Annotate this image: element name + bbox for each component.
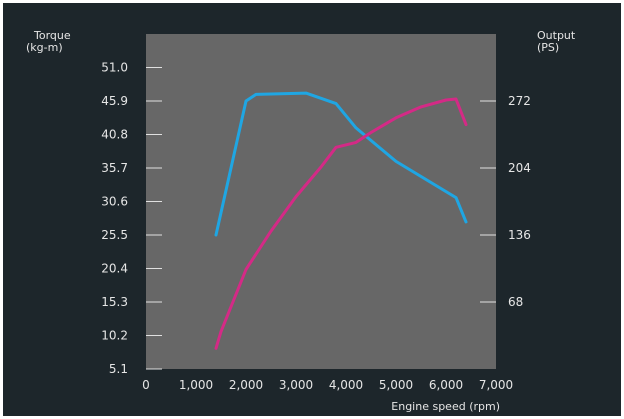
right-tick-label: 204: [508, 161, 531, 175]
x-tick-label: 7,000: [479, 378, 513, 392]
left-tick-label: 5.1: [109, 362, 128, 376]
x-tick-label: 1,000: [179, 378, 213, 392]
left-tick-label: 25.5: [101, 228, 128, 242]
x-tick-label: 6,000: [429, 378, 463, 392]
left-axis-title-line2: (kg-m): [26, 41, 63, 54]
left-tick-label: 10.2: [101, 329, 128, 343]
right-tick-label: 272: [508, 94, 531, 108]
left-tick-label: 15.3: [101, 295, 128, 309]
x-tick-label: 0: [142, 378, 150, 392]
right-tick-label: 68: [508, 295, 523, 309]
right-tick-label: 136: [508, 228, 531, 242]
right-axis-title-line1: Output: [537, 29, 576, 42]
left-tick-label: 45.9: [101, 94, 128, 108]
left-tick-label: 40.8: [101, 128, 128, 142]
right-axis-title-line2: (PS): [537, 41, 559, 54]
chart-frame: 5.1 10.2 15.3 20.4 25.5 30.6 35.7 40.8 45.9 51.0 …: [3, 3, 621, 416]
engine-performance-chart: 5.110.215.320.425.530.635.740.845.951.0 …: [26, 29, 576, 413]
output-curve: [214, 97, 468, 350]
left-tick-label: 35.7: [101, 161, 128, 175]
left-axis-title-line1: Torque: [33, 29, 71, 42]
left-tick-label: 20.4: [101, 262, 128, 276]
left-tick-label: 30.6: [101, 195, 128, 209]
plot-area: [146, 34, 496, 369]
x-tick-label: 4,000: [329, 378, 363, 392]
x-tick-label: 5,000: [379, 378, 413, 392]
x-tick-label: 2,000: [229, 378, 263, 392]
x-tick-label: 3,000: [279, 378, 313, 392]
x-axis-title: Engine speed (rpm): [391, 400, 500, 413]
left-tick-label: 51.0: [101, 61, 128, 75]
torque-curve: [214, 91, 468, 237]
